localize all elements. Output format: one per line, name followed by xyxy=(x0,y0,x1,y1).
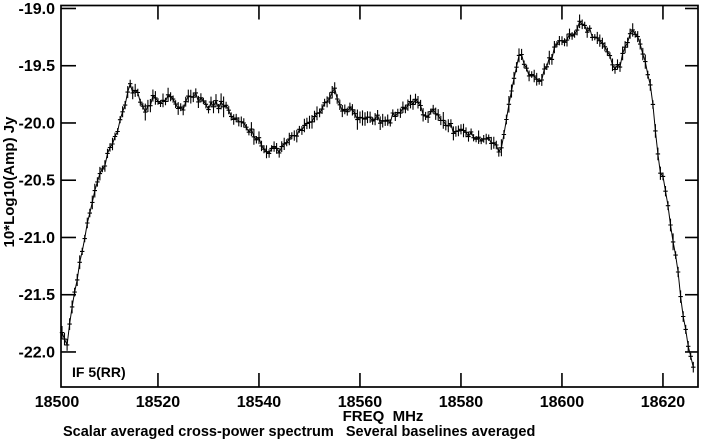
y-tick-label: -20.5 xyxy=(19,173,56,190)
axis-ticks xyxy=(61,5,698,387)
x-tick-label: 18560 xyxy=(338,394,383,411)
x-tick-label: 18520 xyxy=(136,394,181,411)
y-tick-label: -19.5 xyxy=(19,58,56,75)
spectrum-series xyxy=(59,14,696,373)
y-axis-title: 10*Log10(Amp) Jy xyxy=(1,116,18,248)
caption: Scalar averaged cross-power spectrum Sev… xyxy=(63,424,535,440)
x-tick-label: 18580 xyxy=(439,394,484,411)
x-tick-label: 18540 xyxy=(237,394,282,411)
x-tick-label: 18620 xyxy=(641,394,686,411)
y-tick-label: -19.0 xyxy=(19,1,56,18)
y-tick-label: -22.0 xyxy=(19,344,56,361)
y-tick-label: -20.0 xyxy=(19,115,56,132)
plot-frame xyxy=(60,4,699,388)
y-tick-label: -21.5 xyxy=(19,287,56,304)
x-tick-label: 18500 xyxy=(35,394,80,411)
y-tick-label: -21.0 xyxy=(19,230,56,247)
spectrum-error-bars xyxy=(59,14,696,373)
x-tick-labels: 18500 18520 18540 18560 18580 18600 18620 xyxy=(35,394,686,411)
x-tick-label: 18600 xyxy=(540,394,585,411)
y-tick-labels: -19.0 -19.5 -20.0 -20.5 -21.0 -21.5 -22.0 xyxy=(19,1,56,361)
if-label: IF 5(RR) xyxy=(72,364,126,380)
x-axis-title: FREQ MHz xyxy=(343,408,424,425)
